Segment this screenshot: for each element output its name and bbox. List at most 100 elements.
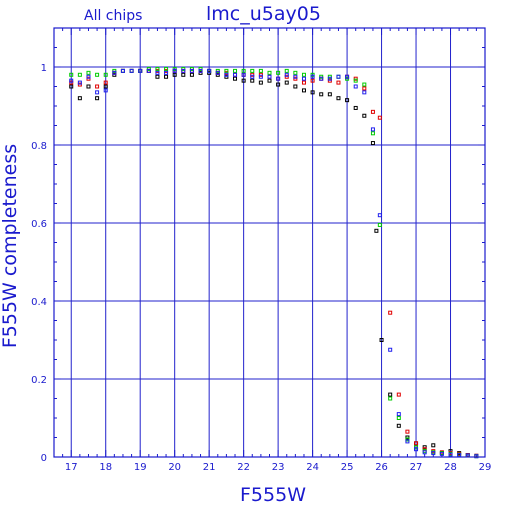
data-point-series-3 [224,68,229,73]
data-point-series-4 [276,76,281,81]
x-tick-label: 22 [237,462,250,473]
data-point-series-4 [129,68,134,73]
x-tick-label: 25 [341,462,354,473]
data-point-series-4 [388,347,393,352]
data-point-series-3 [293,70,298,75]
data-point-series-1 [86,84,91,89]
data-points [69,66,479,459]
x-axis-label: F555W [240,484,306,506]
y-tick-label: 0.2 [31,375,47,386]
x-tick-label: 20 [168,462,181,473]
data-point-series-4 [439,451,444,456]
data-point-series-4 [405,439,410,444]
data-point-series-4 [465,453,470,458]
data-point-series-4 [353,84,358,89]
data-point-series-1 [388,392,393,397]
data-point-series-2 [362,86,367,91]
data-point-series-3 [103,72,108,77]
data-point-series-1 [233,76,238,81]
data-point-series-3 [164,66,169,71]
data-point-series-4 [224,72,229,77]
data-point-series-1 [77,96,82,101]
data-point-series-1 [362,113,367,118]
data-point-series-1 [310,90,315,95]
y-tick-label: 0.4 [31,297,47,308]
y-tick-label: 1 [41,63,47,74]
data-point-series-1 [267,78,272,83]
data-point-series-4 [77,80,82,85]
data-point-series-4 [95,90,100,95]
data-point-series-3 [155,66,160,71]
data-point-series-1 [189,72,194,77]
data-point-series-4 [181,68,186,73]
data-point-series-4 [138,68,143,73]
chart-title: lmc_u5ay05 [206,3,321,25]
data-point-series-4 [362,90,367,95]
y-axis-label: F555W completeness [0,144,21,348]
data-point-series-1 [327,92,332,97]
data-point-series-4 [146,68,151,73]
x-tick-label: 24 [306,462,319,473]
data-point-series-4 [189,68,194,73]
data-point-series-3 [284,68,289,73]
data-point-series-4 [233,72,238,77]
data-point-series-4 [377,213,382,218]
data-point-series-1 [241,78,246,83]
data-point-series-4 [284,72,289,77]
x-tick-label: 29 [479,462,492,473]
data-point-series-2 [377,115,382,120]
data-point-series-3 [362,82,367,87]
data-point-series-1 [276,82,281,87]
data-point-series-1 [172,72,177,77]
data-point-series-3 [370,131,375,136]
data-point-series-4 [120,68,125,73]
data-point-series-3 [276,70,281,75]
data-point-series-1 [69,84,74,89]
data-point-series-4 [215,70,220,75]
data-point-series-1 [301,88,306,93]
data-point-series-4 [164,70,169,75]
data-point-series-1 [374,228,379,233]
x-tick-label: 21 [203,462,216,473]
data-point-series-4 [422,450,427,455]
data-point-series-2 [103,80,108,85]
data-point-series-3 [69,72,74,77]
data-point-series-3 [77,72,82,77]
data-point-series-4 [448,452,453,457]
data-point-series-1 [258,80,263,85]
data-point-series-1 [379,338,384,342]
data-point-series-2 [405,429,410,434]
x-tick-label: 19 [134,462,147,473]
data-point-series-1 [345,98,350,103]
data-point-series-3 [233,68,238,73]
data-point-series-3 [250,68,255,73]
data-point-series-4 [69,78,74,83]
data-point-series-4 [267,74,272,79]
y-tick-label: 0.8 [31,141,47,152]
grid [54,28,486,458]
data-point-series-4 [319,76,324,81]
data-point-series-3 [95,72,100,77]
data-point-series-2 [336,80,341,85]
data-point-series-4 [103,88,108,93]
x-tick-label: 26 [375,462,388,473]
plot-frame [53,27,486,458]
data-point-series-1 [284,80,289,85]
data-point-series-4 [474,454,479,459]
data-point-series-3 [267,70,272,75]
data-point-series-2 [301,80,306,85]
x-tick-label: 18 [99,462,112,473]
data-point-series-1 [103,84,108,89]
y-tick-label: 0 [41,453,47,464]
x-tick-label: 17 [65,462,78,473]
data-point-series-4 [301,76,306,81]
data-point-series-4 [241,72,246,77]
data-point-series-4 [207,68,212,73]
data-point-series-4 [336,74,341,79]
data-point-series-4 [198,68,203,73]
data-point-series-3 [258,68,263,73]
data-point-series-3 [396,416,401,420]
data-point-series-3 [86,70,91,75]
